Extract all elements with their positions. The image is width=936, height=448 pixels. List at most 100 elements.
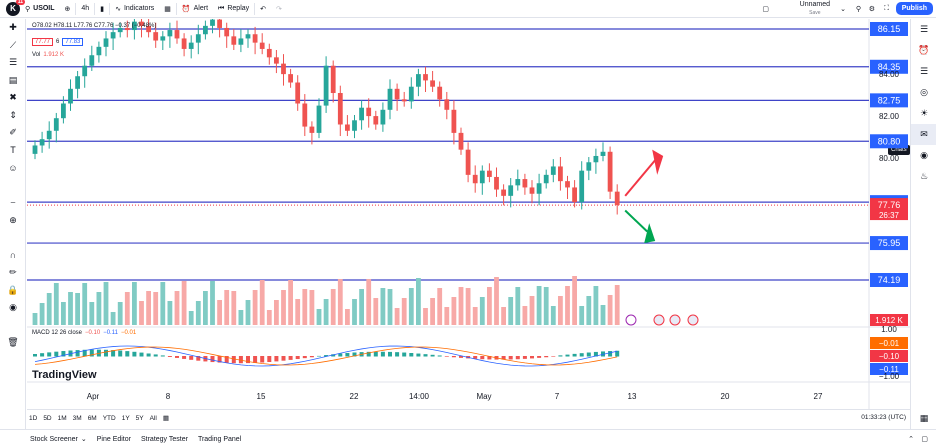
zoom-in-icon[interactable]: ⊕ xyxy=(9,214,17,225)
eye-icon[interactable]: ◉ xyxy=(9,302,17,313)
templates-button[interactable]: ▦ xyxy=(159,0,176,18)
candle-body xyxy=(501,189,506,196)
measure-range-icon[interactable]: ⇕ xyxy=(9,109,17,120)
layout-name[interactable]: Unnamed Save xyxy=(800,1,830,17)
macd-histogram-bar xyxy=(423,354,428,357)
magnet-icon[interactable]: ∩ xyxy=(9,250,17,261)
crosshair-icon[interactable]: ✚ xyxy=(9,22,17,33)
range-1y[interactable]: 1Y xyxy=(121,414,130,422)
volume-bar xyxy=(479,297,485,325)
collapse-panel-button[interactable]: ⌃ xyxy=(908,435,914,443)
quick-search-button[interactable]: ⚲ xyxy=(851,0,866,18)
ruler-icon[interactable]: ⎯ xyxy=(10,197,16,208)
alert-button[interactable]: ⏰ Alert xyxy=(177,0,213,18)
tab-strategy-tester[interactable]: Strategy Tester xyxy=(141,436,188,443)
redo-button[interactable]: ↷ xyxy=(271,0,287,18)
undo-button[interactable]: ↶ xyxy=(255,0,271,18)
trash-icon[interactable]: 🗑 xyxy=(7,337,19,348)
trend-line-icon[interactable]: ⟋ xyxy=(9,39,17,50)
indicators-button[interactable]: ∿ Indicators xyxy=(110,0,159,18)
candle-body xyxy=(607,151,613,192)
more-grid-icon[interactable]: ▦ xyxy=(919,413,929,423)
range-3m[interactable]: 3M xyxy=(72,414,82,422)
macd-histogram-bar xyxy=(530,356,534,359)
chevron-down-icon: ⌄ xyxy=(80,436,87,443)
utc-clock[interactable]: 01:33:23 (UTC) xyxy=(861,414,906,421)
candle-body xyxy=(515,179,521,186)
lightbulb-icon[interactable]: ☀ xyxy=(919,108,929,118)
indicators-icon: ∿ xyxy=(115,5,121,13)
watchlist-icon[interactable]: ☰ xyxy=(919,24,929,34)
ideas-icon[interactable]: ◎ xyxy=(920,87,928,97)
range-all[interactable]: All xyxy=(149,414,157,422)
buy-button[interactable]: 77.83 xyxy=(62,38,84,46)
layout-icon-button[interactable]: ▢ xyxy=(757,0,774,18)
streams-icon[interactable]: ◉ xyxy=(920,150,928,160)
bottom-panel: Stock Screener ⌄ Pine Editor Strategy Te… xyxy=(0,429,936,448)
interval-button[interactable]: 4h xyxy=(76,0,94,18)
tab-pine-editor[interactable]: Pine Editor xyxy=(97,436,131,443)
candle-body xyxy=(110,32,116,39)
goto-date-icon[interactable]: ▦ xyxy=(162,415,170,422)
chart-area[interactable]: 86.1584.3582.7580.8077.9075.9574.1984.00… xyxy=(27,10,910,409)
tab-label: Pine Editor xyxy=(96,435,131,443)
range-1m[interactable]: 1M xyxy=(57,414,67,422)
volume-bar xyxy=(110,312,116,325)
tab-stock-screener[interactable]: Stock Screener ⌄ xyxy=(30,435,87,444)
emoji-icon[interactable]: ☺ xyxy=(8,162,18,173)
level-price-box xyxy=(870,59,908,74)
macd-legend: MACD 12 26 close −0.10 −0.11 −0.01 xyxy=(32,330,136,336)
layout-square-icon: ▢ xyxy=(762,5,769,13)
lock-drawing-icon[interactable]: ✏ xyxy=(9,267,17,278)
user-avatar[interactable]: K 11 xyxy=(6,0,25,16)
alarm-clock-icon[interactable]: ⏰ xyxy=(918,45,930,55)
last-price-box xyxy=(870,198,908,221)
brush-icon[interactable]: ✐ xyxy=(9,127,17,138)
volume-bar xyxy=(572,276,577,325)
layout-menu-button[interactable]: ⌄ xyxy=(835,0,851,18)
fullscreen-button[interactable]: ⛶ xyxy=(879,0,894,18)
symbol-search[interactable]: ⚲ USOIL xyxy=(20,0,60,18)
candle-body xyxy=(586,162,592,171)
notifications-icon[interactable]: ♨ xyxy=(919,171,929,181)
macd-value-box xyxy=(870,363,908,375)
volume-bar xyxy=(61,302,66,325)
candle-body xyxy=(53,118,59,131)
candle-body xyxy=(153,32,159,41)
chats-icon[interactable]: ✉ xyxy=(911,124,936,145)
volume-bar xyxy=(224,290,230,325)
macd-axis-label: −1.00 xyxy=(879,372,900,381)
settings-button[interactable]: ⚙ xyxy=(864,0,880,18)
macd-histogram-bar xyxy=(508,356,513,360)
range-6m[interactable]: 6M xyxy=(87,414,97,422)
layers-icon[interactable]: ☰ xyxy=(919,66,929,76)
candle-body xyxy=(139,21,144,26)
pattern-icon[interactable]: ✖ xyxy=(9,92,17,103)
candle-body xyxy=(394,88,400,100)
text-icon[interactable]: T xyxy=(10,145,16,156)
sell-button[interactable]: 77.77 xyxy=(32,38,54,46)
replay-button[interactable]: ⏮ Replay xyxy=(213,0,254,18)
tab-trading-panel[interactable]: Trading Panel xyxy=(198,436,241,443)
candle-body xyxy=(600,151,606,156)
candle-body xyxy=(75,76,80,89)
lock-icon[interactable]: 🔒 xyxy=(7,284,19,295)
range-1d[interactable]: 1D xyxy=(29,414,38,422)
macd-histogram-bar xyxy=(153,354,158,357)
pitchfork-icon[interactable]: ▤ xyxy=(8,74,18,85)
macd-histogram-bar xyxy=(473,356,478,359)
compare-button[interactable]: ⊕ xyxy=(60,0,76,18)
volume-bar xyxy=(174,291,180,325)
publish-button[interactable]: Publish xyxy=(895,2,933,15)
spacer xyxy=(0,177,26,195)
volume-bar xyxy=(394,308,400,325)
price-chart-svg[interactable]: 86.1584.3582.7580.8077.9075.9574.1984.00… xyxy=(27,10,910,409)
range-5y[interactable]: 5Y xyxy=(135,414,144,422)
range-5d[interactable]: 5D xyxy=(43,414,52,422)
chart-type-button[interactable]: ▮ xyxy=(95,0,109,18)
horizontal-lines-icon[interactable]: ☰ xyxy=(8,57,18,68)
tab-label: Strategy Tester xyxy=(140,435,188,443)
maximize-panel-button[interactable]: ▢ xyxy=(921,435,928,443)
range-ytd[interactable]: YTD xyxy=(102,414,116,422)
macd-histogram-bar xyxy=(281,356,286,361)
